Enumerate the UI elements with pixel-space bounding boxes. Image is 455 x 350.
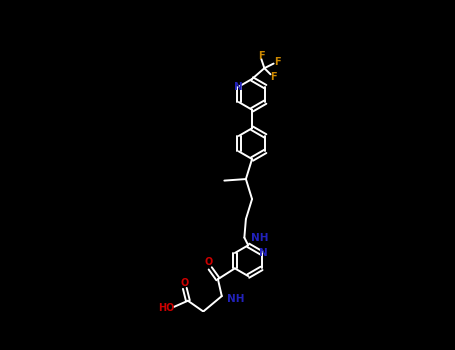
Text: O: O (205, 257, 213, 267)
Text: NH: NH (227, 294, 245, 304)
Text: HO: HO (158, 303, 175, 313)
Text: N: N (259, 248, 268, 258)
Text: NH: NH (251, 233, 268, 243)
Text: F: F (258, 51, 265, 61)
Text: F: F (274, 57, 281, 67)
Text: N: N (233, 82, 243, 92)
Text: F: F (270, 72, 277, 82)
Text: O: O (181, 278, 189, 288)
